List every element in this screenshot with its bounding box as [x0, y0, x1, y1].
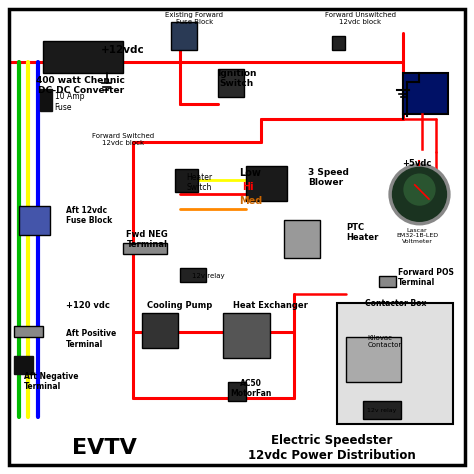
Bar	[40, 89, 52, 111]
Bar	[14, 326, 43, 337]
Text: Lascar
EM32-1B-LED
Voltmeter: Lascar EM32-1B-LED Voltmeter	[396, 228, 438, 244]
Bar	[142, 313, 178, 348]
Text: Aft Negative
Terminal: Aft Negative Terminal	[24, 372, 78, 391]
Text: Electric Speedster
12vdc Power Distribution: Electric Speedster 12vdc Power Distribut…	[248, 434, 416, 462]
Bar	[180, 268, 206, 282]
Text: Forward Switched
12vdc block: Forward Switched 12vdc block	[92, 133, 155, 146]
Text: Aft Positive
Terminal: Aft Positive Terminal	[66, 329, 117, 348]
Text: 400 watt Chennic
DC-DC Converter: 400 watt Chennic DC-DC Converter	[36, 76, 125, 95]
Text: +12vdc: +12vdc	[101, 45, 145, 55]
Circle shape	[390, 165, 449, 224]
Bar	[171, 22, 197, 50]
Text: +5vdc: +5vdc	[402, 159, 432, 168]
Text: Heat Exchanger: Heat Exchanger	[233, 301, 308, 310]
Bar	[284, 220, 320, 258]
Text: Cooling Pump: Cooling Pump	[147, 301, 213, 310]
Text: 12v relay: 12v relay	[192, 273, 225, 279]
Bar	[379, 276, 396, 287]
Text: Low: Low	[239, 168, 261, 178]
Text: Contactor Box: Contactor Box	[365, 299, 427, 308]
Text: Aft 12vdc
Fuse Block: Aft 12vdc Fuse Block	[66, 206, 113, 225]
Text: 12v relay: 12v relay	[367, 408, 396, 412]
Text: AC50
MotorFan: AC50 MotorFan	[230, 379, 272, 398]
Bar	[337, 303, 453, 424]
Bar	[43, 41, 123, 73]
Bar	[246, 166, 287, 201]
Text: Kilovac
Contactor: Kilovac Contactor	[367, 335, 401, 348]
Text: Fwd NEG
Terminal: Fwd NEG Terminal	[126, 230, 168, 249]
Bar	[223, 313, 270, 358]
Text: Heater
Switch: Heater Switch	[186, 173, 212, 192]
Text: PTC
Heater: PTC Heater	[346, 223, 378, 242]
Text: Forward Unswitched
12vdc block: Forward Unswitched 12vdc block	[325, 12, 396, 25]
Bar	[228, 382, 246, 401]
Text: 10 Amp
Fuse: 10 Amp Fuse	[55, 92, 84, 111]
Bar	[19, 206, 50, 235]
Text: Existing Forward
Fuse Block: Existing Forward Fuse Block	[165, 12, 223, 25]
Text: Forward POS
Terminal: Forward POS Terminal	[398, 268, 454, 287]
Bar	[175, 169, 198, 192]
Text: 3 Speed
Blower: 3 Speed Blower	[308, 168, 349, 187]
Bar	[332, 36, 345, 50]
Bar	[218, 69, 244, 97]
Circle shape	[403, 173, 436, 206]
Bar	[123, 243, 167, 254]
Text: Hi: Hi	[242, 182, 254, 192]
Text: EVTV: EVTV	[72, 438, 137, 458]
Bar	[403, 73, 448, 114]
Bar	[346, 337, 401, 382]
Text: Ignition
Switch: Ignition Switch	[217, 69, 257, 88]
Bar	[363, 401, 401, 419]
Text: Med: Med	[239, 196, 263, 207]
Bar	[14, 356, 33, 374]
Text: +120 vdc: +120 vdc	[66, 301, 110, 310]
